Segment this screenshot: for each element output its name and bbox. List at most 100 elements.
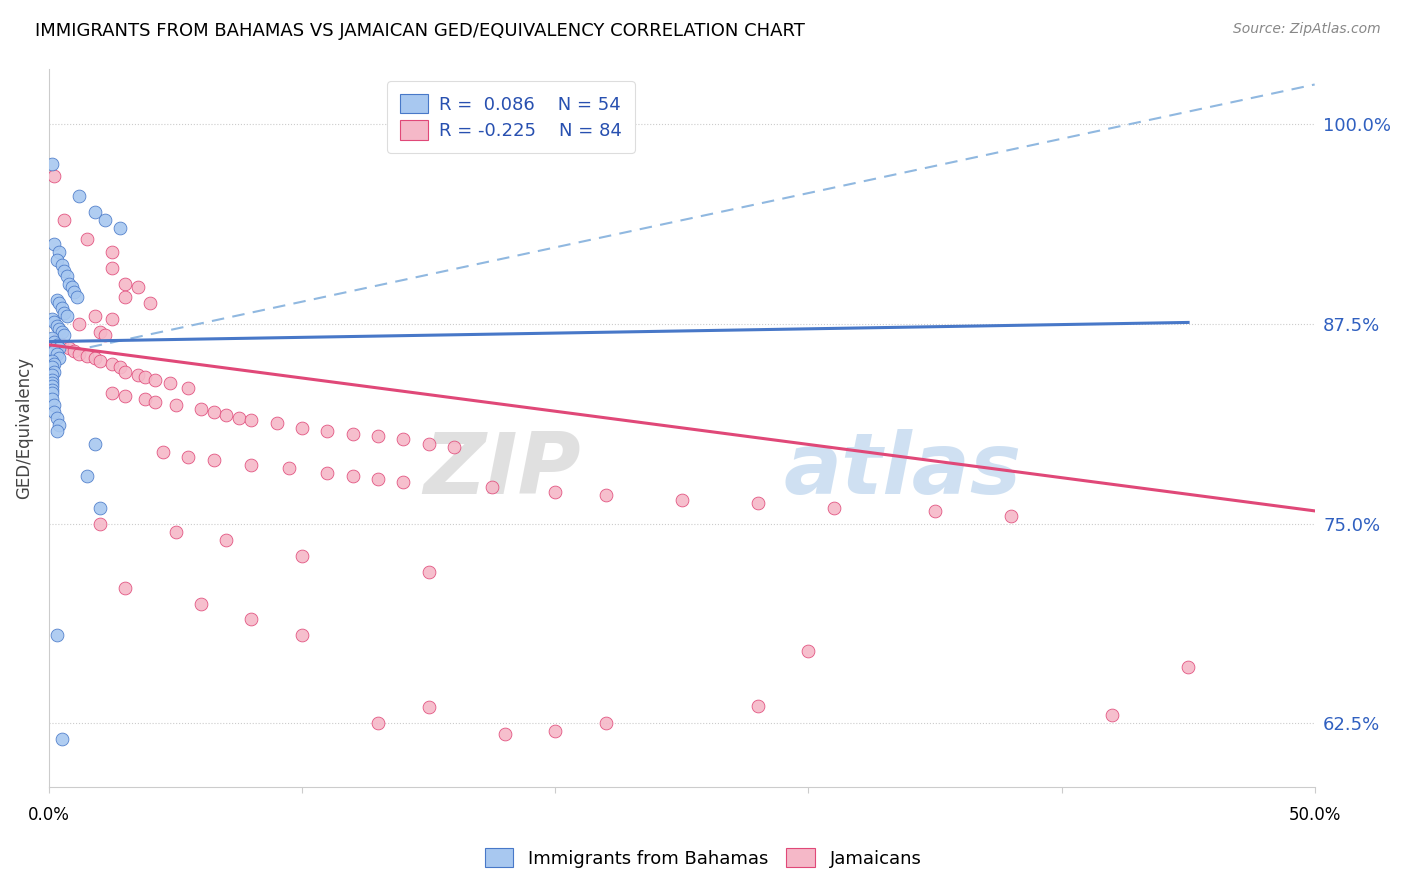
Point — [1177, 660, 1199, 674]
Point — [266, 416, 288, 430]
Point — [101, 245, 124, 260]
Point — [41, 157, 63, 171]
Point — [45, 253, 67, 268]
Point — [41, 331, 63, 345]
Point — [89, 353, 111, 368]
Point — [42, 315, 65, 329]
Point — [367, 472, 389, 486]
Point — [42, 334, 65, 349]
Point — [342, 427, 364, 442]
Point — [418, 565, 440, 579]
Point — [83, 351, 105, 365]
Point — [63, 285, 86, 299]
Point — [45, 424, 67, 438]
Point — [93, 328, 115, 343]
Point — [134, 369, 156, 384]
Text: atlas: atlas — [783, 429, 1021, 513]
Point — [76, 232, 98, 246]
Point — [41, 383, 63, 397]
Point — [76, 468, 98, 483]
Point — [51, 301, 73, 315]
Point — [51, 732, 73, 747]
Point — [134, 392, 156, 406]
Point — [89, 516, 111, 531]
Point — [101, 385, 124, 400]
Point — [202, 405, 225, 419]
Point — [41, 376, 63, 391]
Point — [278, 460, 301, 475]
Point — [51, 338, 73, 352]
Point — [595, 716, 617, 731]
Point — [42, 399, 65, 413]
Point — [342, 468, 364, 483]
Point — [58, 341, 80, 355]
Point — [58, 277, 80, 292]
Legend: Immigrants from Bahamas, Jamaicans: Immigrants from Bahamas, Jamaicans — [474, 837, 932, 879]
Point — [823, 500, 845, 515]
Point — [63, 344, 86, 359]
Point — [55, 269, 77, 284]
Point — [481, 480, 503, 494]
Point — [291, 421, 314, 435]
Point — [89, 500, 111, 515]
Point — [114, 290, 136, 304]
Point — [83, 205, 105, 219]
Point — [48, 296, 70, 310]
Point — [45, 293, 67, 307]
Point — [48, 341, 70, 355]
Point — [42, 169, 65, 183]
Point — [67, 317, 90, 331]
Point — [108, 360, 131, 375]
Point — [114, 581, 136, 595]
Text: 50.0%: 50.0% — [1288, 806, 1341, 824]
Text: 0.0%: 0.0% — [28, 806, 70, 824]
Point — [418, 437, 440, 451]
Point — [418, 700, 440, 714]
Point — [114, 389, 136, 403]
Point — [41, 353, 63, 368]
Point — [392, 475, 415, 490]
Point — [190, 597, 212, 611]
Point — [177, 381, 200, 395]
Point — [41, 312, 63, 326]
Point — [53, 306, 76, 320]
Point — [42, 357, 65, 371]
Point — [108, 221, 131, 235]
Point — [165, 399, 187, 413]
Point — [41, 360, 63, 375]
Point — [177, 450, 200, 464]
Point — [143, 395, 166, 409]
Point — [51, 258, 73, 272]
Point — [240, 612, 263, 626]
Point — [202, 452, 225, 467]
Point — [41, 379, 63, 393]
Point — [139, 296, 162, 310]
Point — [48, 351, 70, 365]
Point — [1101, 708, 1123, 723]
Point — [101, 357, 124, 371]
Point — [48, 245, 70, 260]
Point — [41, 368, 63, 383]
Point — [66, 290, 89, 304]
Point — [45, 333, 67, 347]
Point — [443, 440, 465, 454]
Point — [42, 344, 65, 359]
Point — [51, 325, 73, 339]
Point — [215, 408, 238, 422]
Point — [159, 376, 181, 391]
Point — [127, 280, 149, 294]
Point — [41, 373, 63, 387]
Point — [45, 628, 67, 642]
Point — [114, 365, 136, 379]
Point — [671, 492, 693, 507]
Point — [215, 533, 238, 547]
Point — [83, 309, 105, 323]
Point — [367, 716, 389, 731]
Point — [595, 488, 617, 502]
Point — [127, 368, 149, 383]
Point — [544, 724, 567, 739]
Point — [152, 444, 174, 458]
Point — [291, 549, 314, 563]
Point — [367, 429, 389, 443]
Point — [924, 504, 946, 518]
